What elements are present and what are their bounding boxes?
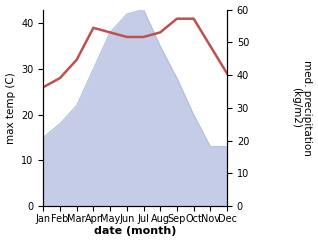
X-axis label: date (month): date (month) bbox=[94, 227, 176, 236]
Y-axis label: max temp (C): max temp (C) bbox=[5, 72, 16, 144]
Y-axis label: med. precipitation
(kg/m2): med. precipitation (kg/m2) bbox=[291, 60, 313, 156]
